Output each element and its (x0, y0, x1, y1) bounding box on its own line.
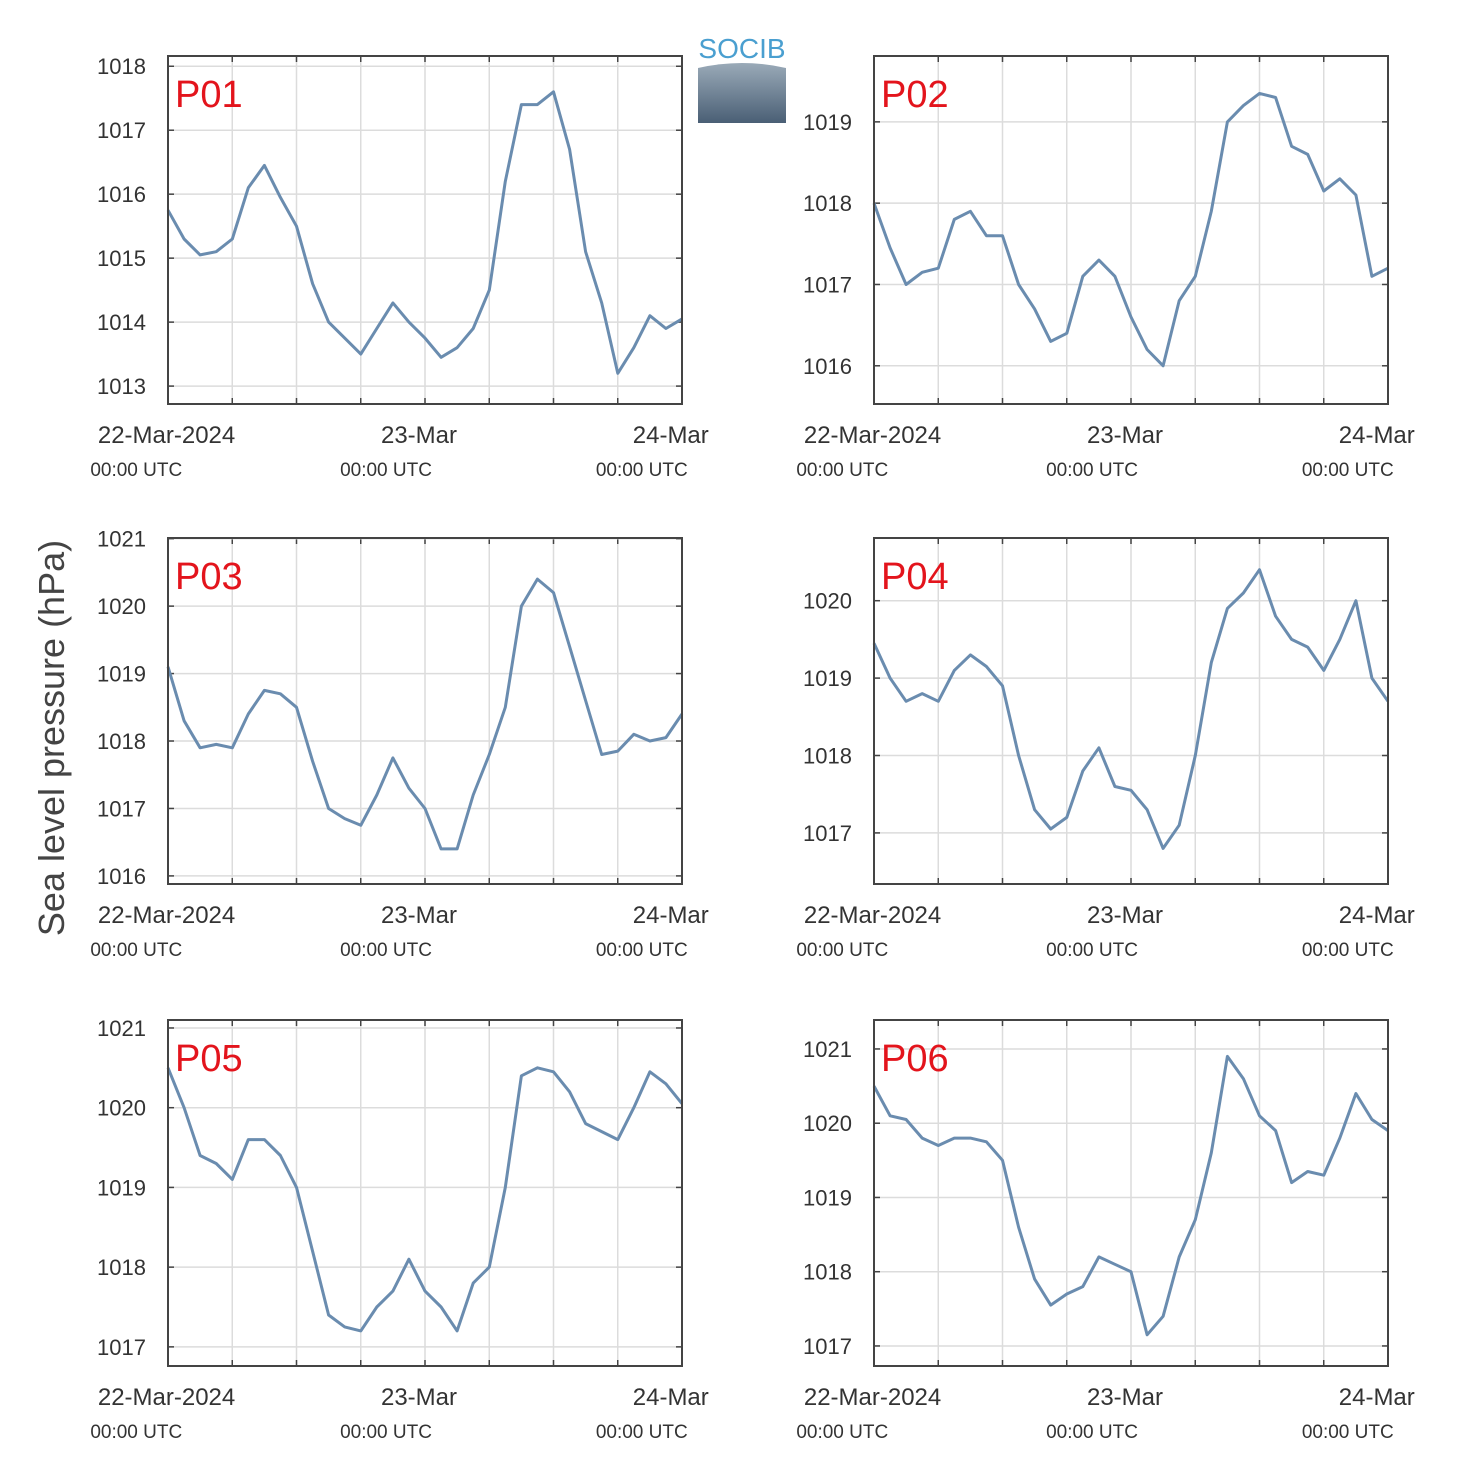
y-tick-label: 1017 (803, 821, 852, 846)
x-tick-label: 22-Mar-2024 (98, 902, 235, 929)
x-tick-label: 23-Mar (1087, 902, 1163, 929)
axes-box (873, 55, 1389, 405)
x-tick-label: 00:00 UTC (796, 940, 888, 961)
x-tick-label: 00:00 UTC (1046, 1422, 1138, 1443)
y-tick-label: 1018 (803, 191, 852, 216)
x-tick-label: 00:00 UTC (596, 1422, 688, 1443)
panel: 22-Mar-2024 00:00 UTC 23-Mar 00:00 UTC 24-Ma… (796, 537, 1415, 961)
y-tick-label: 1020 (97, 1096, 146, 1121)
panel: 22-Mar-2024 00:00 UTC 23-Mar 00:00 UTC 24-Ma… (796, 1019, 1415, 1443)
x-tick-label: 00:00 UTC (340, 1422, 432, 1443)
data-line (166, 1066, 684, 1333)
y-tick-label: 1019 (803, 666, 852, 691)
x-tick-label: 00:00 UTC (90, 460, 182, 481)
data-line (872, 568, 1390, 850)
logo-text: SOCIB (698, 33, 785, 64)
x-tick-label: 00:00 UTC (1302, 1422, 1394, 1443)
x-tick-label: 22-Mar-2024 (98, 422, 235, 449)
x-tick-label: 00:00 UTC (1046, 940, 1138, 961)
y-tick-label: 1017 (803, 1334, 852, 1359)
y-tick-label: 1021 (97, 1016, 146, 1041)
data-line (872, 91, 1389, 368)
y-tick-label: 1017 (97, 796, 146, 821)
y-tick-label: 1016 (803, 354, 852, 379)
x-tick-label: 00:00 UTC (1046, 460, 1138, 481)
x-tick-label: 23-Mar (1087, 422, 1163, 449)
data-line (166, 90, 683, 375)
axes-box (167, 55, 683, 405)
logo: SOCIB (698, 33, 786, 123)
y-tick-label: 1018 (97, 1255, 146, 1280)
x-tick-label: 00:00 UTC (1302, 940, 1394, 961)
x-tick-label: 24-Mar (633, 422, 709, 449)
panel: 22-Mar-2024 00:00 UTC 23-Mar 00:00 UTC 24-Ma… (90, 527, 708, 961)
y-tick-label: 1015 (97, 246, 146, 271)
y-tick-label: 1016 (97, 182, 146, 207)
y-tick-label: 1020 (97, 594, 146, 619)
y-tick-label: 1019 (803, 110, 852, 135)
axes-box (167, 1019, 683, 1367)
x-tick-label: 24-Mar (1339, 902, 1415, 929)
y-tick-label: 1019 (97, 1175, 146, 1200)
y-tick-label: 1021 (803, 1037, 852, 1062)
y-tick-label: 1020 (803, 1111, 852, 1136)
data-line (872, 1054, 1389, 1337)
logo-shape (698, 63, 786, 123)
x-tick-label: 00:00 UTC (1302, 460, 1394, 481)
x-tick-label: 24-Mar (1339, 1384, 1415, 1411)
x-tick-label: 22-Mar-2024 (98, 1384, 235, 1411)
y-tick-label: 1017 (803, 272, 852, 297)
x-tick-label: 23-Mar (1087, 1384, 1163, 1411)
x-tick-label: 00:00 UTC (796, 460, 888, 481)
x-tick-label: 00:00 UTC (340, 460, 432, 481)
x-tick-label: 24-Mar (633, 1384, 709, 1411)
y-tick-label: 1016 (97, 864, 146, 889)
y-axis-label: Sea level pressure (hPa) (31, 540, 72, 936)
y-tick-label: 1017 (97, 1335, 146, 1360)
x-tick-label: 22-Mar-2024 (804, 1384, 941, 1411)
y-tick-label: 1021 (97, 527, 146, 552)
data-line (166, 577, 684, 851)
panel: 22-Mar-2024 00:00 UTC 23-Mar 00:00 UTC 24-Ma… (90, 54, 708, 481)
x-tick-label: 23-Mar (381, 902, 457, 929)
y-tick-label: 1018 (803, 1260, 852, 1285)
x-tick-label: 23-Mar (381, 422, 457, 449)
y-tick-label: 1020 (803, 589, 852, 614)
panel-title: P04 (881, 556, 949, 598)
x-tick-label: 23-Mar (381, 1384, 457, 1411)
axes-box (873, 1019, 1389, 1367)
x-tick-label: 24-Mar (633, 902, 709, 929)
panel-title: P06 (881, 1038, 949, 1080)
x-tick-label: 00:00 UTC (596, 940, 688, 961)
panel-title: P01 (175, 74, 243, 116)
y-tick-label: 1013 (97, 374, 146, 399)
panel-title: P05 (175, 1038, 243, 1080)
axes-box (167, 537, 683, 885)
y-tick-label: 1014 (97, 310, 146, 335)
y-tick-label: 1018 (97, 729, 146, 754)
y-tick-label: 1018 (97, 54, 146, 79)
x-tick-label: 00:00 UTC (796, 1422, 888, 1443)
panel-title: P02 (881, 74, 949, 116)
x-tick-label: 22-Mar-2024 (804, 422, 941, 449)
panel-title: P03 (175, 556, 243, 598)
panel: 22-Mar-2024 00:00 UTC 23-Mar 00:00 UTC 24-Ma… (796, 55, 1415, 481)
x-tick-label: 00:00 UTC (90, 940, 182, 961)
x-tick-label: 24-Mar (1339, 422, 1415, 449)
x-tick-label: 22-Mar-2024 (804, 902, 941, 929)
panel: 22-Mar-2024 00:00 UTC 23-Mar 00:00 UTC 24-Ma… (90, 1016, 708, 1443)
y-tick-label: 1019 (97, 662, 146, 687)
axes-box (873, 537, 1389, 885)
x-tick-label: 00:00 UTC (340, 940, 432, 961)
x-tick-label: 00:00 UTC (90, 1422, 182, 1443)
x-tick-label: 00:00 UTC (596, 460, 688, 481)
y-tick-label: 1017 (97, 118, 146, 143)
y-tick-label: 1018 (803, 744, 852, 769)
y-tick-label: 1019 (803, 1185, 852, 1210)
